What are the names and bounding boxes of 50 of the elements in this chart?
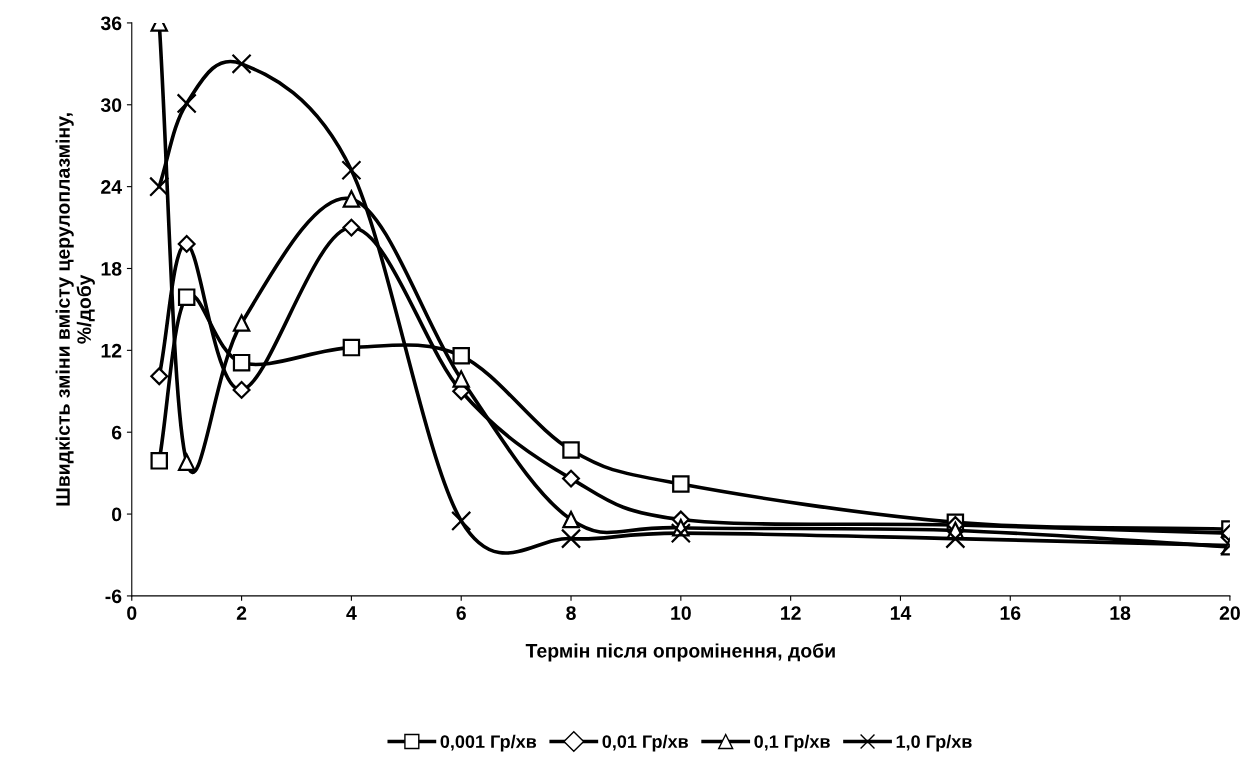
legend-label: 0,001 Гр/хв bbox=[440, 734, 537, 752]
point bbox=[342, 190, 361, 208]
point bbox=[177, 234, 196, 253]
point bbox=[452, 370, 470, 388]
x-tick-label: 12 bbox=[781, 606, 801, 620]
point bbox=[176, 93, 197, 114]
x-tick-label: 6 bbox=[456, 606, 466, 620]
y-tick-label: 36 bbox=[100, 16, 122, 31]
legend-label: 0,01 Гр/хв bbox=[602, 734, 688, 752]
x-tick-label: 8 bbox=[566, 606, 576, 620]
y-tick-label: 24 bbox=[101, 180, 122, 194]
x-tick-label: 14 bbox=[890, 606, 912, 620]
point bbox=[560, 528, 582, 549]
point bbox=[231, 53, 252, 74]
y-tick-label: 12 bbox=[101, 343, 122, 358]
point bbox=[451, 510, 472, 532]
point bbox=[945, 528, 966, 549]
x-tick-label: 10 bbox=[671, 606, 691, 620]
x-tick-label: 4 bbox=[346, 606, 357, 620]
y-tick-label: 30 bbox=[100, 98, 122, 113]
point bbox=[562, 469, 580, 488]
y-axis-title: Швидкість зміни вмісту церулоплазміну, %/добу bbox=[55, 113, 95, 506]
point bbox=[177, 453, 196, 471]
y-tick-label: 6 bbox=[111, 425, 122, 440]
x-axis-title: Термін після опромінення, доби bbox=[525, 643, 835, 662]
point bbox=[177, 288, 196, 306]
point bbox=[232, 314, 251, 332]
legend-label: 1,0 Гр/хв bbox=[896, 734, 972, 752]
x-tick-label: 0 bbox=[127, 606, 137, 620]
point bbox=[452, 347, 470, 365]
point bbox=[341, 160, 362, 181]
y-tick-label: 0 bbox=[112, 507, 122, 522]
point bbox=[232, 380, 251, 399]
y-tick-label: 18 bbox=[101, 261, 122, 276]
legend-label: 0,1 Гр/хв bbox=[754, 734, 830, 752]
point bbox=[150, 367, 169, 386]
point bbox=[342, 338, 361, 357]
point bbox=[232, 353, 251, 372]
x-tick-label: 2 bbox=[236, 606, 247, 620]
point bbox=[672, 475, 690, 493]
x-tick-label: 16 bbox=[1000, 606, 1021, 620]
point bbox=[562, 510, 580, 529]
point bbox=[150, 452, 168, 470]
point bbox=[342, 218, 361, 237]
y-tick-label: -6 bbox=[105, 589, 122, 604]
x-tick-label: 18 bbox=[1110, 606, 1131, 620]
x-tick-label: 20 bbox=[1219, 606, 1240, 620]
point bbox=[149, 176, 170, 197]
point bbox=[562, 441, 580, 459]
point bbox=[670, 523, 691, 544]
